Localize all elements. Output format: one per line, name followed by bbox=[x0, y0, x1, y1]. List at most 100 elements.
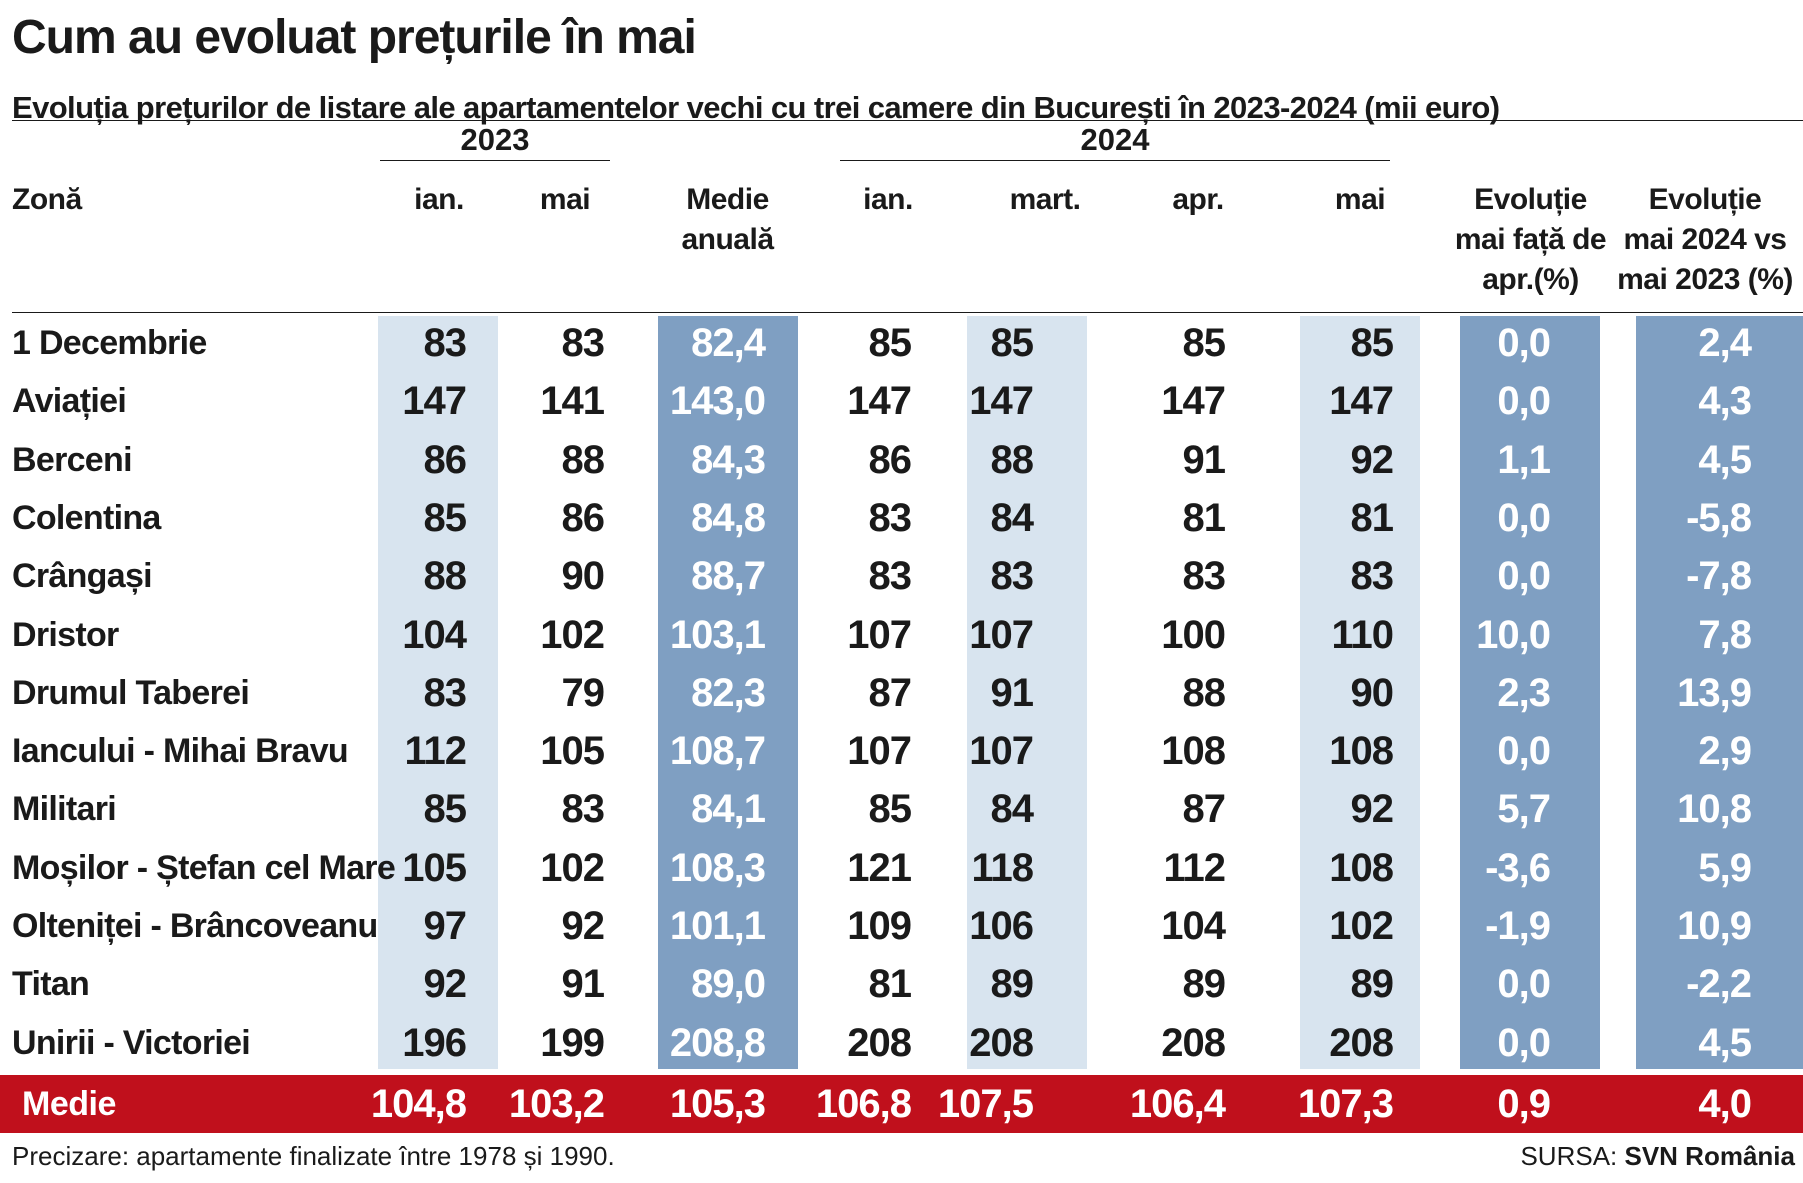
cell-evolutie-yoy: 10,8 bbox=[1677, 787, 1752, 832]
band-evolutie-yoy bbox=[1636, 316, 1803, 1069]
header-evolutie-apr-line-1: Evoluție bbox=[1474, 183, 1587, 216]
cell-evolutie-yoy: 7,8 bbox=[1698, 612, 1752, 657]
header-evolutie-yoy: Evoluție mai 2024 vs mai 2023 (%) bbox=[1610, 180, 1800, 300]
cell-medie-anuala: 88,7 bbox=[691, 554, 766, 599]
zone-label: Drumul Taberei bbox=[12, 673, 250, 712]
cell-2024-apr: 89 bbox=[1182, 962, 1227, 1007]
summary-2023-ian: 104,8 bbox=[370, 1082, 467, 1126]
cell-2023-mai: 102 bbox=[540, 845, 605, 890]
cell-2024-mai: 92 bbox=[1350, 437, 1395, 482]
cell-2024-ian: 107 bbox=[847, 612, 912, 657]
band-2023-ian bbox=[378, 316, 498, 1069]
cell-2024-mart: 91 bbox=[990, 670, 1035, 715]
summary-2023-mai: 103,2 bbox=[508, 1082, 605, 1126]
header-2024-apr-line: apr. bbox=[1172, 183, 1224, 216]
cell-2024-mart: 83 bbox=[990, 554, 1035, 599]
cell-2024-apr: 147 bbox=[1161, 379, 1226, 424]
cell-2023-mai: 86 bbox=[561, 495, 606, 540]
cell-2024-ian: 87 bbox=[868, 670, 913, 715]
header-2023-ian: ian. bbox=[379, 180, 499, 220]
cell-evolutie-yoy: 4,5 bbox=[1698, 437, 1752, 482]
cell-evolutie-apr: -1,9 bbox=[1485, 904, 1551, 948]
cell-2024-mart: 208 bbox=[969, 1020, 1034, 1065]
zone-label: Olteniței - Brâncoveanu bbox=[12, 907, 378, 945]
header-rule bbox=[12, 312, 1803, 313]
header-2024-mai-line: mai bbox=[1334, 183, 1386, 216]
cell-medie-anuala: 82,3 bbox=[691, 670, 766, 715]
header-evolutie-yoy-line-3: mai 2023 (%) bbox=[1617, 263, 1793, 296]
cell-evolutie-yoy: 5,9 bbox=[1698, 845, 1752, 890]
cell-2023-mai: 92 bbox=[561, 904, 606, 948]
zone-label: Crângași bbox=[12, 557, 153, 596]
cell-2023-ian: 85 bbox=[423, 787, 468, 832]
cell-2024-apr: 100 bbox=[1161, 612, 1226, 657]
summary-2024-apr: 106,4 bbox=[1129, 1082, 1226, 1126]
cell-2024-ian: 85 bbox=[868, 321, 913, 365]
cell-2024-mai: 208 bbox=[1329, 1020, 1394, 1065]
header-2024-ian: ian. bbox=[828, 180, 948, 220]
cell-2024-ian: 107 bbox=[847, 729, 912, 774]
summary-evolutie-yoy: 4,0 bbox=[1698, 1082, 1752, 1126]
cell-2023-ian: 83 bbox=[423, 321, 468, 365]
summary-medie-anuala: 105,3 bbox=[669, 1082, 766, 1126]
chart-title: Cum au evoluat prețurile în mai bbox=[12, 11, 697, 64]
cell-2024-mai: 108 bbox=[1329, 729, 1394, 774]
zone-label: Unirii - Victoriei bbox=[12, 1023, 251, 1062]
cell-2024-mai: 108 bbox=[1329, 845, 1394, 890]
cell-medie-anuala: 103,1 bbox=[669, 612, 766, 657]
cell-2023-mai: 105 bbox=[540, 729, 605, 774]
cell-2024-mart: 88 bbox=[990, 437, 1035, 482]
summary-evolutie-apr: 0,9 bbox=[1497, 1082, 1551, 1126]
cell-2024-apr: 88 bbox=[1182, 670, 1227, 715]
header-evolutie-apr-line-2: mai față de bbox=[1454, 223, 1607, 256]
cell-2024-mai: 85 bbox=[1350, 321, 1395, 365]
header-2024-ian-line: ian. bbox=[863, 183, 913, 216]
cell-evolutie-yoy: -5,8 bbox=[1686, 495, 1752, 540]
cell-2024-mart: 84 bbox=[990, 787, 1035, 832]
header-evolutie-apr: Evoluție mai față de apr.(%) bbox=[1428, 180, 1633, 300]
header-medie-line-1: Medie bbox=[686, 183, 769, 216]
cell-2024-mai: 110 bbox=[1331, 612, 1394, 657]
cell-medie-anuala: 108,3 bbox=[669, 845, 766, 890]
cell-2024-ian: 81 bbox=[868, 962, 913, 1007]
cell-2024-apr: 208 bbox=[1161, 1020, 1226, 1065]
cell-evolutie-apr: 0,0 bbox=[1497, 495, 1551, 540]
zone-label: Dristor bbox=[12, 615, 119, 654]
cell-2024-apr: 91 bbox=[1182, 437, 1227, 482]
header-2024-mart-line: mart. bbox=[1009, 183, 1081, 216]
cell-2024-mart: 89 bbox=[990, 962, 1035, 1007]
cell-2024-ian: 85 bbox=[868, 787, 913, 832]
cell-evolutie-yoy: 4,5 bbox=[1698, 1020, 1752, 1065]
summary-row bbox=[0, 1075, 1803, 1133]
cell-medie-anuala: 84,8 bbox=[691, 495, 766, 540]
cell-2023-ian: 104 bbox=[402, 612, 467, 657]
cell-evolutie-yoy: -7,8 bbox=[1686, 554, 1752, 599]
cell-evolutie-apr: 0,0 bbox=[1497, 554, 1551, 599]
cell-evolutie-yoy: 2,9 bbox=[1698, 729, 1752, 774]
source: SURSA: SVN România bbox=[1520, 1136, 1795, 1176]
cell-2024-ian: 83 bbox=[868, 554, 913, 599]
cell-2024-ian: 109 bbox=[847, 904, 912, 948]
cell-2024-mart: 85 bbox=[990, 321, 1035, 365]
top-rule bbox=[12, 120, 1803, 121]
cell-2023-mai: 199 bbox=[540, 1020, 605, 1065]
cell-medie-anuala: 84,1 bbox=[691, 787, 766, 832]
cell-2024-apr: 112 bbox=[1163, 845, 1226, 890]
cell-2023-mai: 91 bbox=[561, 962, 606, 1007]
header-evolutie-yoy-line-2: mai 2024 vs bbox=[1623, 223, 1787, 256]
header-zone: Zonă bbox=[12, 180, 212, 220]
cell-evolutie-yoy: 13,9 bbox=[1677, 670, 1752, 715]
header-zone-line: Zonă bbox=[12, 183, 82, 216]
cell-2023-ian: 112 bbox=[404, 729, 467, 774]
cell-2024-mai: 83 bbox=[1350, 554, 1395, 599]
cell-2023-ian: 85 bbox=[423, 495, 468, 540]
cell-2024-mai: 92 bbox=[1350, 787, 1395, 832]
cell-medie-anuala: 101,1 bbox=[669, 904, 766, 948]
year-2024-label: 2024 bbox=[1080, 122, 1150, 157]
summary-2024-mart: 107,5 bbox=[937, 1082, 1034, 1126]
cell-2024-mart: 118 bbox=[971, 845, 1034, 890]
band-evolutie-apr bbox=[1460, 316, 1600, 1069]
cell-2024-ian: 86 bbox=[868, 437, 913, 482]
header-evolutie-apr-line-3: apr.(%) bbox=[1482, 263, 1579, 296]
cell-2024-mai: 81 bbox=[1350, 495, 1395, 540]
